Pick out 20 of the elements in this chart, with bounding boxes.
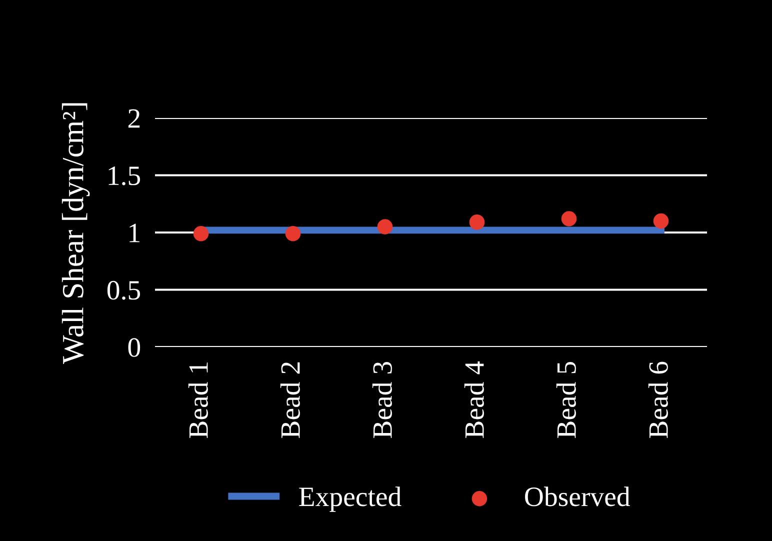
point: [561, 211, 577, 226]
x-tick-label: Bead 6: [648, 362, 668, 438]
point: [285, 226, 301, 242]
x-tick-label: Bead 4: [464, 361, 484, 438]
y-tick-label: 0: [128, 338, 140, 357]
x-tick-label: Bead 1: [188, 362, 208, 438]
legend-label: Observed: [525, 486, 630, 506]
point: [193, 226, 209, 242]
point: [653, 213, 669, 229]
legend-label: Expected: [299, 486, 402, 512]
x-tick-label: Bead 2: [280, 362, 300, 438]
y-tick-label: 1: [130, 224, 140, 242]
y-tick-label: 0.5: [107, 280, 140, 300]
y-tick-label: 2: [128, 109, 140, 128]
point: [469, 214, 485, 230]
x-tick-label: Bead 5: [556, 362, 576, 438]
y-axis-title: Wall Shear [dyn/cm²]: [62, 103, 90, 364]
point: [377, 219, 393, 234]
y-tick-label: 1.5: [108, 166, 140, 186]
x-tick-label: Bead 3: [372, 362, 392, 438]
